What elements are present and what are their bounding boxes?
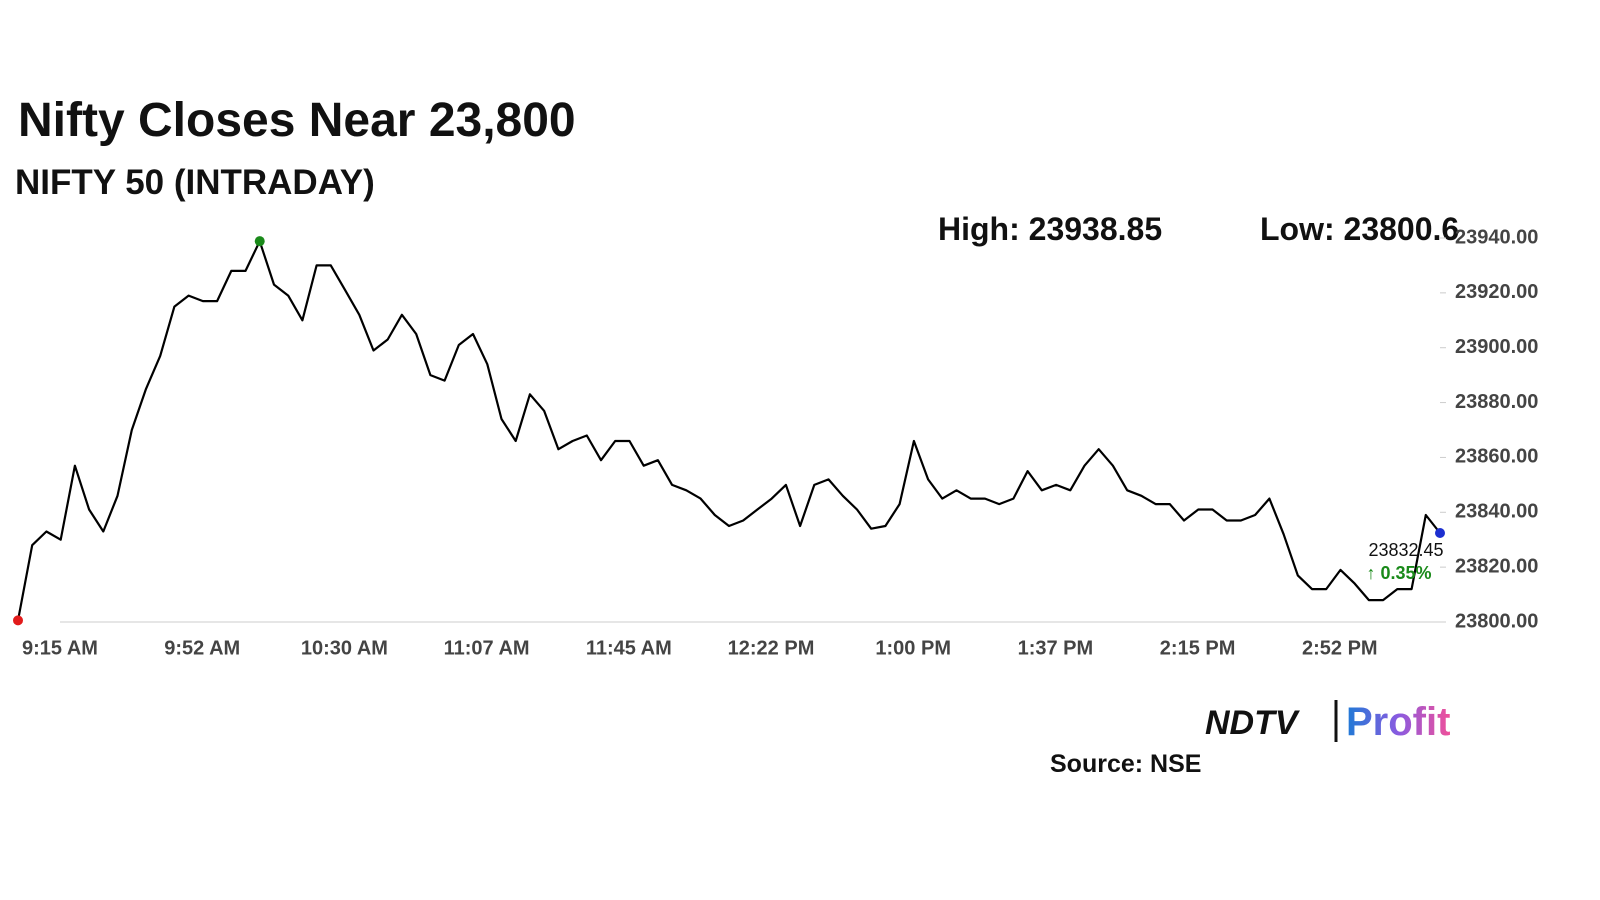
high-text: High: 23938.85 xyxy=(938,211,1162,247)
y-tick-label: 23920.00 xyxy=(1455,281,1538,303)
x-tick-label: 2:15 PM xyxy=(1160,637,1236,659)
y-tick-label: 23840.00 xyxy=(1455,501,1538,523)
price-line xyxy=(16,240,1441,621)
y-tick-label: 23900.00 xyxy=(1455,336,1538,358)
high-label: High: xyxy=(938,211,1020,247)
chart-subtitle: NIFTY 50 (INTRADAY) xyxy=(15,163,375,202)
source: Source: NSE xyxy=(1050,750,1201,778)
logo-left: NDTV xyxy=(1205,704,1301,742)
y-tick-label: 23800.00 xyxy=(1455,610,1538,632)
y-tick-label: 23880.00 xyxy=(1455,391,1538,413)
x-tick-label: 12:22 PM xyxy=(728,637,815,659)
change-label: ↑ 0.35% xyxy=(1366,563,1431,583)
close-label: 23832.45 xyxy=(1368,540,1443,560)
x-tick-label: 1:00 PM xyxy=(875,637,951,659)
y-tick-label: 23820.00 xyxy=(1455,555,1538,577)
x-tick-label: 2:52 PM xyxy=(1302,637,1378,659)
x-tick-label: 11:07 AM xyxy=(444,637,530,659)
y-tick-label: 23860.00 xyxy=(1455,446,1538,468)
x-tick-label: 9:15 AM xyxy=(22,637,98,659)
high-value: 23938.85 xyxy=(1029,211,1162,247)
low-label: Low: xyxy=(1260,211,1335,247)
close-marker xyxy=(1435,527,1445,538)
x-tick-label: 11:45 AM xyxy=(586,637,672,659)
logo-right: Profit xyxy=(1346,700,1450,744)
low-marker xyxy=(13,615,23,626)
low-value: 23800.6 xyxy=(1344,211,1460,247)
low-text: Low: 23800.6 xyxy=(1260,211,1459,247)
x-tick-label: 1:37 PM xyxy=(1018,637,1094,659)
y-tick-label: 23940.00 xyxy=(1455,226,1538,248)
x-tick-label: 10:30 AM xyxy=(301,637,388,659)
high-marker xyxy=(254,236,265,247)
chart-title: Nifty Closes Near 23,800 xyxy=(18,94,576,147)
x-tick-label: 9:52 AM xyxy=(164,637,240,659)
